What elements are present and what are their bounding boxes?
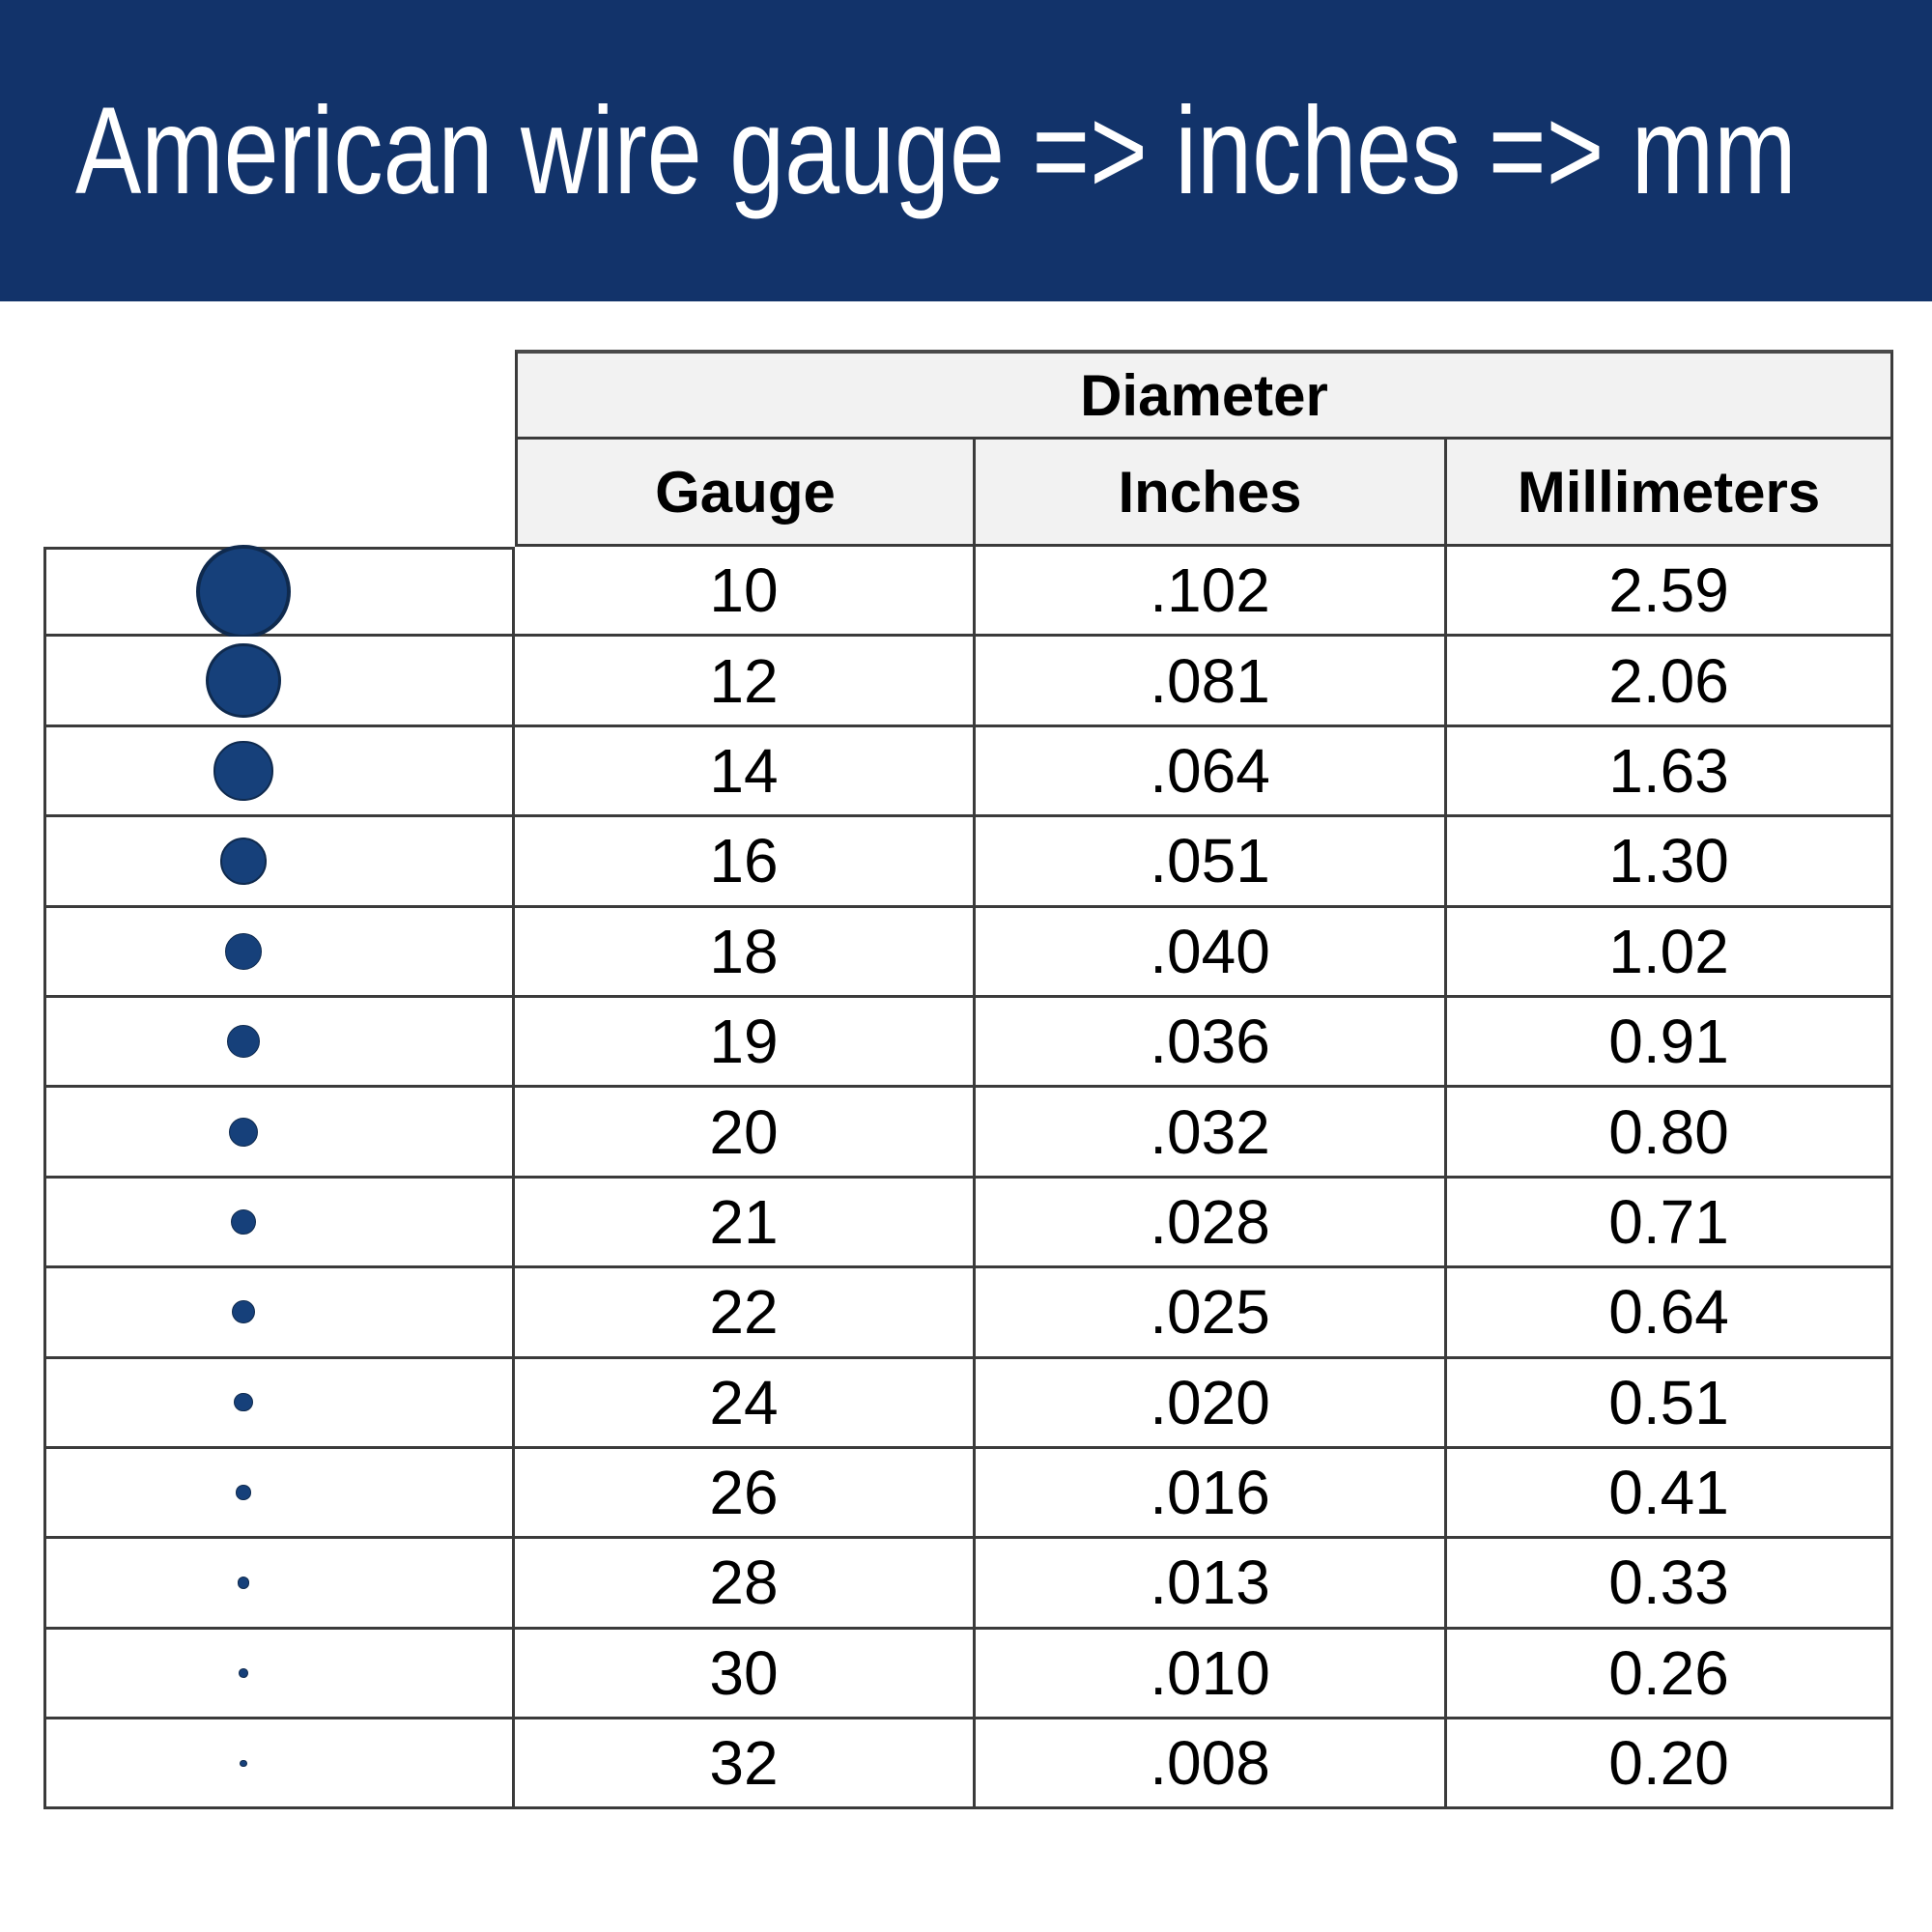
wire-diameter-circle xyxy=(196,545,291,639)
inches-value: .020 xyxy=(976,1358,1447,1449)
inches-value: .064 xyxy=(976,726,1447,818)
millimeters-value: 0.80 xyxy=(1447,1088,1893,1179)
wire-circle-cell xyxy=(43,726,515,818)
millimeters-value: 0.51 xyxy=(1447,1358,1893,1449)
millimeters-value: 0.26 xyxy=(1447,1629,1893,1720)
wire-circle-cell xyxy=(43,1268,515,1359)
gauge-value: 19 xyxy=(515,997,976,1089)
wire-circle-cell xyxy=(43,1088,515,1179)
header-blank-cell xyxy=(43,350,515,440)
wire-diameter-circle xyxy=(239,1668,248,1678)
wire-diameter-circle xyxy=(240,1759,247,1768)
wire-circle-cell xyxy=(43,1539,515,1630)
column-header-gauge: Gauge xyxy=(515,440,976,547)
wire-diameter-circle xyxy=(213,741,273,801)
wire-circle-cell xyxy=(43,997,515,1089)
inches-value: .032 xyxy=(976,1088,1447,1179)
wire-diameter-circle xyxy=(234,1393,253,1412)
inches-value: .013 xyxy=(976,1539,1447,1630)
wire-diameter-circle xyxy=(224,932,263,970)
wire-gauge-table: Diameter Gauge Inches Millimeters 10 .10… xyxy=(43,350,1893,1810)
inches-value: .081 xyxy=(976,637,1447,727)
wire-diameter-circle xyxy=(232,1300,255,1324)
wire-diameter-circle xyxy=(206,642,281,719)
subheader-blank-cell xyxy=(43,440,515,547)
gauge-value: 26 xyxy=(515,1448,976,1540)
wire-circle-cell xyxy=(43,1358,515,1449)
inches-value: .036 xyxy=(976,997,1447,1089)
gauge-value: 21 xyxy=(515,1178,976,1269)
wire-diameter-circle xyxy=(226,1025,261,1059)
wire-diameter-circle xyxy=(229,1117,258,1147)
millimeters-value: 2.59 xyxy=(1447,547,1893,638)
gauge-value: 20 xyxy=(515,1088,976,1179)
gauge-value: 10 xyxy=(515,547,976,638)
gauge-value: 24 xyxy=(515,1358,976,1449)
millimeters-value: 0.64 xyxy=(1447,1268,1893,1359)
wire-circle-cell xyxy=(43,907,515,998)
millimeters-value: 0.33 xyxy=(1447,1539,1893,1630)
wire-diameter-circle xyxy=(219,837,268,885)
gauge-value: 32 xyxy=(515,1719,976,1810)
inches-value: .102 xyxy=(976,547,1447,638)
gauge-value: 22 xyxy=(515,1268,976,1359)
inches-value: .016 xyxy=(976,1448,1447,1540)
gauge-value: 18 xyxy=(515,907,976,998)
wire-circle-cell xyxy=(43,637,515,727)
gauge-value: 16 xyxy=(515,817,976,908)
page-title: American wire gauge => inches => mm xyxy=(75,81,1797,220)
inches-value: .010 xyxy=(976,1629,1447,1720)
wire-circle-cell xyxy=(43,1629,515,1720)
millimeters-value: 2.06 xyxy=(1447,637,1893,727)
millimeters-value: 0.20 xyxy=(1447,1719,1893,1810)
millimeters-value: 0.71 xyxy=(1447,1178,1893,1269)
gauge-value: 30 xyxy=(515,1629,976,1720)
inches-value: .028 xyxy=(976,1178,1447,1269)
title-banner: American wire gauge => inches => mm xyxy=(0,0,1932,301)
wire-diameter-circle xyxy=(237,1577,250,1589)
gauge-value: 14 xyxy=(515,726,976,818)
gauge-value: 12 xyxy=(515,637,976,727)
wire-circle-cell xyxy=(43,545,515,639)
millimeters-value: 1.63 xyxy=(1447,726,1893,818)
inches-value: .008 xyxy=(976,1719,1447,1810)
wire-circle-cell xyxy=(43,1719,515,1810)
inches-value: .025 xyxy=(976,1268,1447,1359)
millimeters-value: 0.91 xyxy=(1447,997,1893,1089)
wire-circle-cell xyxy=(43,1448,515,1540)
wire-circle-cell xyxy=(43,817,515,908)
inches-value: .051 xyxy=(976,817,1447,908)
wire-circle-cell xyxy=(43,1178,515,1269)
column-header-millimeters: Millimeters xyxy=(1447,440,1893,547)
wire-diameter-circle xyxy=(230,1208,257,1236)
wire-diameter-circle xyxy=(236,1485,251,1500)
column-header-inches: Inches xyxy=(976,440,1447,547)
inches-value: .040 xyxy=(976,907,1447,998)
millimeters-value: 1.30 xyxy=(1447,817,1893,908)
millimeters-value: 1.02 xyxy=(1447,907,1893,998)
gauge-value: 28 xyxy=(515,1539,976,1630)
millimeters-value: 0.41 xyxy=(1447,1448,1893,1540)
diameter-group-header: Diameter xyxy=(515,350,1893,440)
